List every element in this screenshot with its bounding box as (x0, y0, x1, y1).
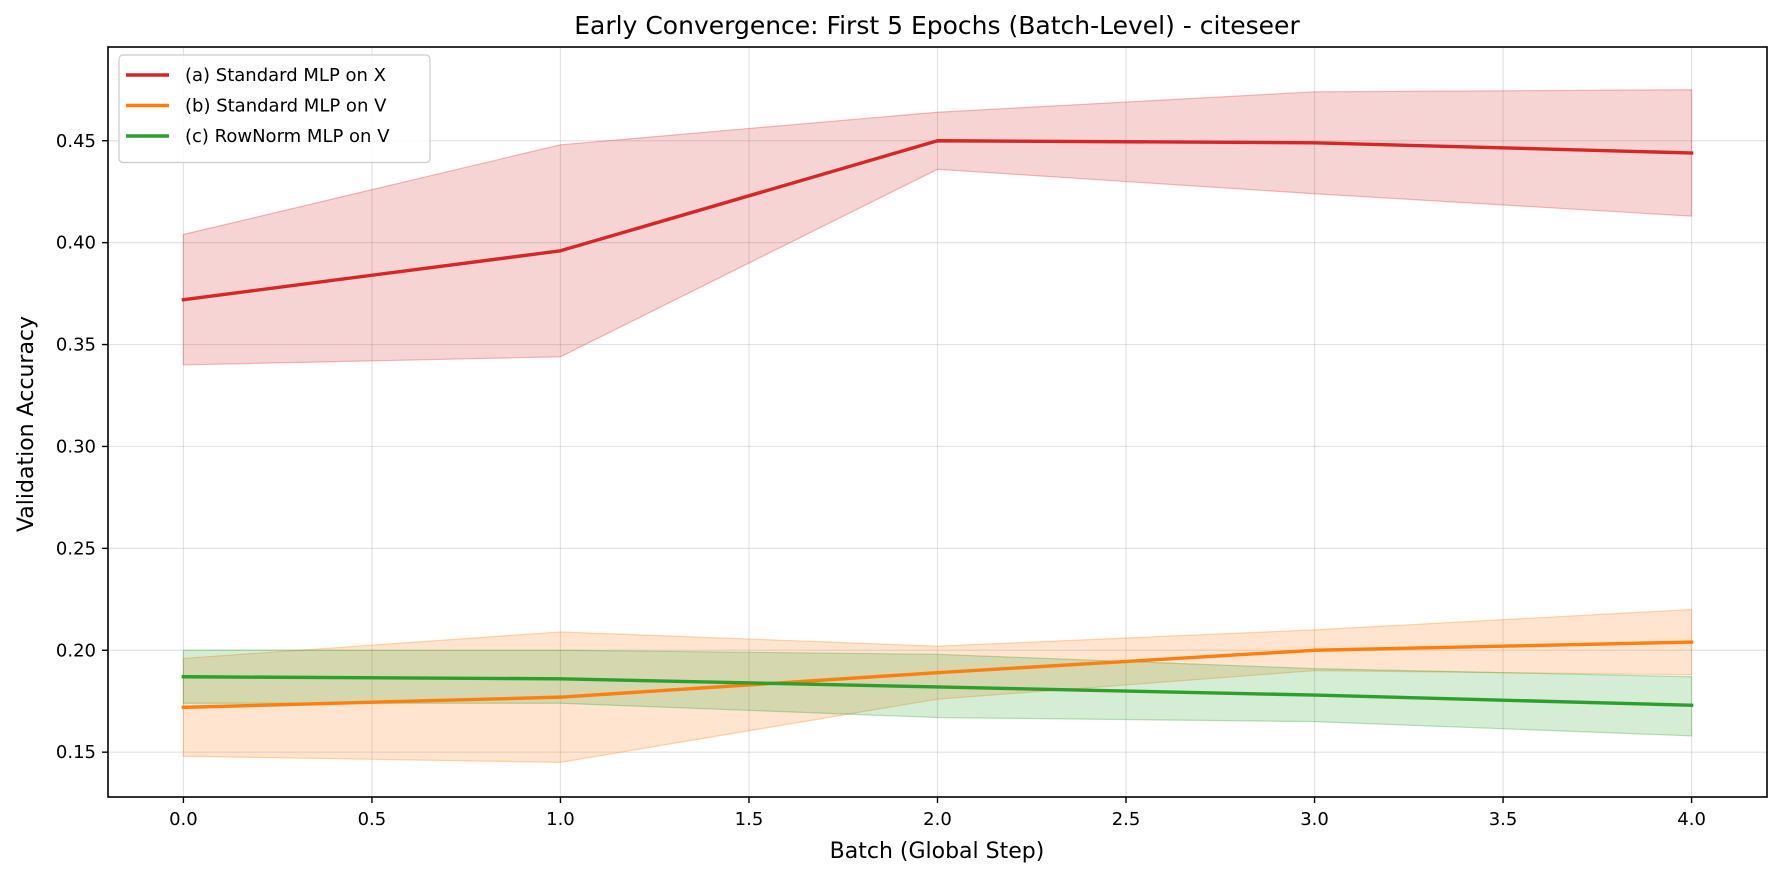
series-band-0 (182, 89, 1693, 366)
x-tick-label-6: 3.0 (1300, 809, 1329, 830)
x-tick-label-4: 2.0 (923, 809, 952, 830)
x-tick-label-7: 3.5 (1489, 809, 1518, 830)
legend-label-2: (c) RowNorm MLP on V (185, 126, 390, 147)
y-axis-title: Validation Accuracy (14, 316, 39, 532)
y-tick-label-1: 0.20 (56, 640, 96, 661)
y-axis-ticks: 0.15 0.20 0.25 0.30 0.35 0.40 0.45 (56, 131, 108, 763)
series-band-2 (182, 649, 1693, 737)
x-axis-title: Batch (Global Step) (830, 839, 1045, 864)
x-tick-label-0: 0.0 (169, 809, 198, 830)
legend-items: (a) Standard MLP on X (b) Standard MLP on… (126, 65, 390, 147)
grid-lines (108, 47, 1767, 797)
series-lines (181, 139, 1694, 710)
y-tick-label-3: 0.30 (56, 436, 96, 457)
legend-label-0: (a) Standard MLP on X (185, 65, 386, 86)
x-axis-ticks: 0.0 0.5 1.0 1.5 2.0 2.5 3.0 3.5 4.0 (169, 797, 1706, 830)
x-tick-label-5: 2.5 (1112, 809, 1141, 830)
y-tick-label-4: 0.35 (56, 335, 96, 356)
y-tick-label-0: 0.15 (56, 742, 96, 763)
x-tick-label-3: 1.5 (735, 809, 764, 830)
legend-label-1: (b) Standard MLP on V (185, 96, 387, 117)
x-tick-label-8: 4.0 (1677, 809, 1706, 830)
y-tick-label-5: 0.40 (56, 233, 96, 254)
legend-frame (118, 54, 431, 164)
x-tick-label-1: 0.5 (358, 809, 387, 830)
legend: (a) Standard MLP on X (b) Standard MLP on… (118, 54, 431, 164)
chart-title: Early Convergence: First 5 Epochs (Batch… (574, 11, 1300, 40)
y-tick-label-6: 0.45 (56, 131, 96, 152)
y-tick-label-2: 0.25 (56, 538, 96, 559)
x-tick-label-2: 1.0 (546, 809, 575, 830)
